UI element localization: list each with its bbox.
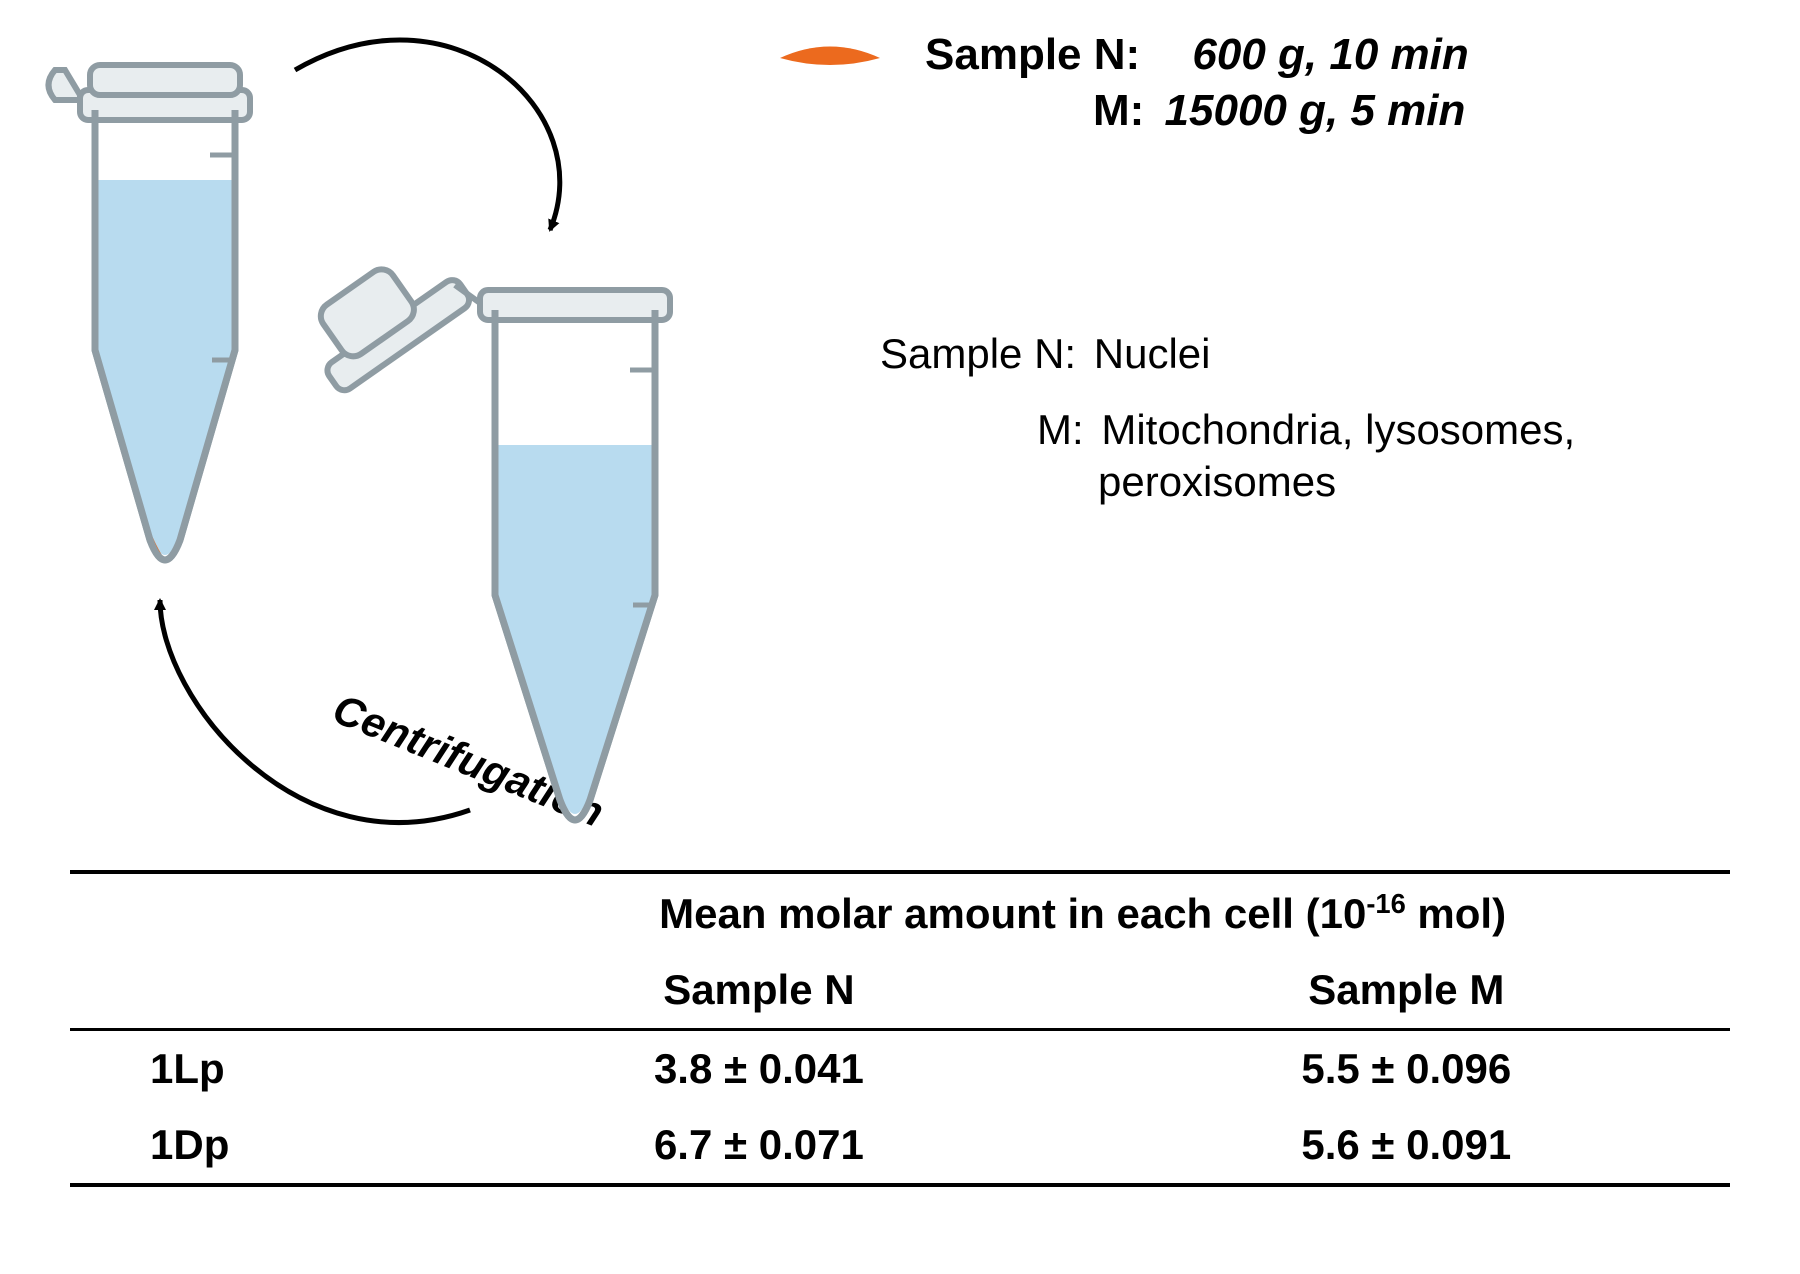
closed-tube (49, 65, 251, 561)
def-m-value-1: Mitochondria, lysosomes, (1101, 406, 1575, 453)
col-header-m: Sample M (1083, 952, 1730, 1030)
cond-m-label: M: (1093, 86, 1144, 135)
cell-0-n: 3.8 ± 0.041 (435, 1030, 1082, 1108)
diagram-area: Centrifugation (0, 0, 1800, 870)
def-m-label: M: (1037, 406, 1084, 453)
cond-n-label: Sample N: (925, 30, 1140, 79)
sample-definitions: Sample N: Nuclei M: Mitochondria, lysoso… (880, 330, 1575, 506)
table-title: Mean molar amount in each cell (10-16 mo… (435, 872, 1730, 952)
data-table: Mean molar amount in each cell (10-16 mo… (70, 870, 1730, 1187)
def-n-label: Sample N: (880, 330, 1076, 377)
cond-m-value: 15000 g, 5 min (1165, 86, 1466, 135)
cell-1-m: 5.6 ± 0.091 (1083, 1107, 1730, 1185)
cond-n-value: 600 g, 10 min (1192, 30, 1468, 79)
def-n-value: Nuclei (1094, 330, 1211, 377)
pellet-legend-icon (780, 47, 880, 66)
row-label-0: 1Lp (70, 1030, 435, 1108)
cell-1-n: 6.7 ± 0.071 (435, 1107, 1082, 1185)
arrow-supernatant-transfer (295, 40, 560, 230)
def-m-value-2: peroxisomes (1098, 458, 1336, 505)
col-header-n: Sample N (435, 952, 1082, 1030)
row-label-1: 1Dp (70, 1107, 435, 1185)
arrow-centrifugation (160, 600, 470, 823)
conditions-legend: Sample N: 600 g, 10 min M: 15000 g, 5 mi… (925, 30, 1469, 136)
cell-0-m: 5.5 ± 0.096 (1083, 1030, 1730, 1108)
